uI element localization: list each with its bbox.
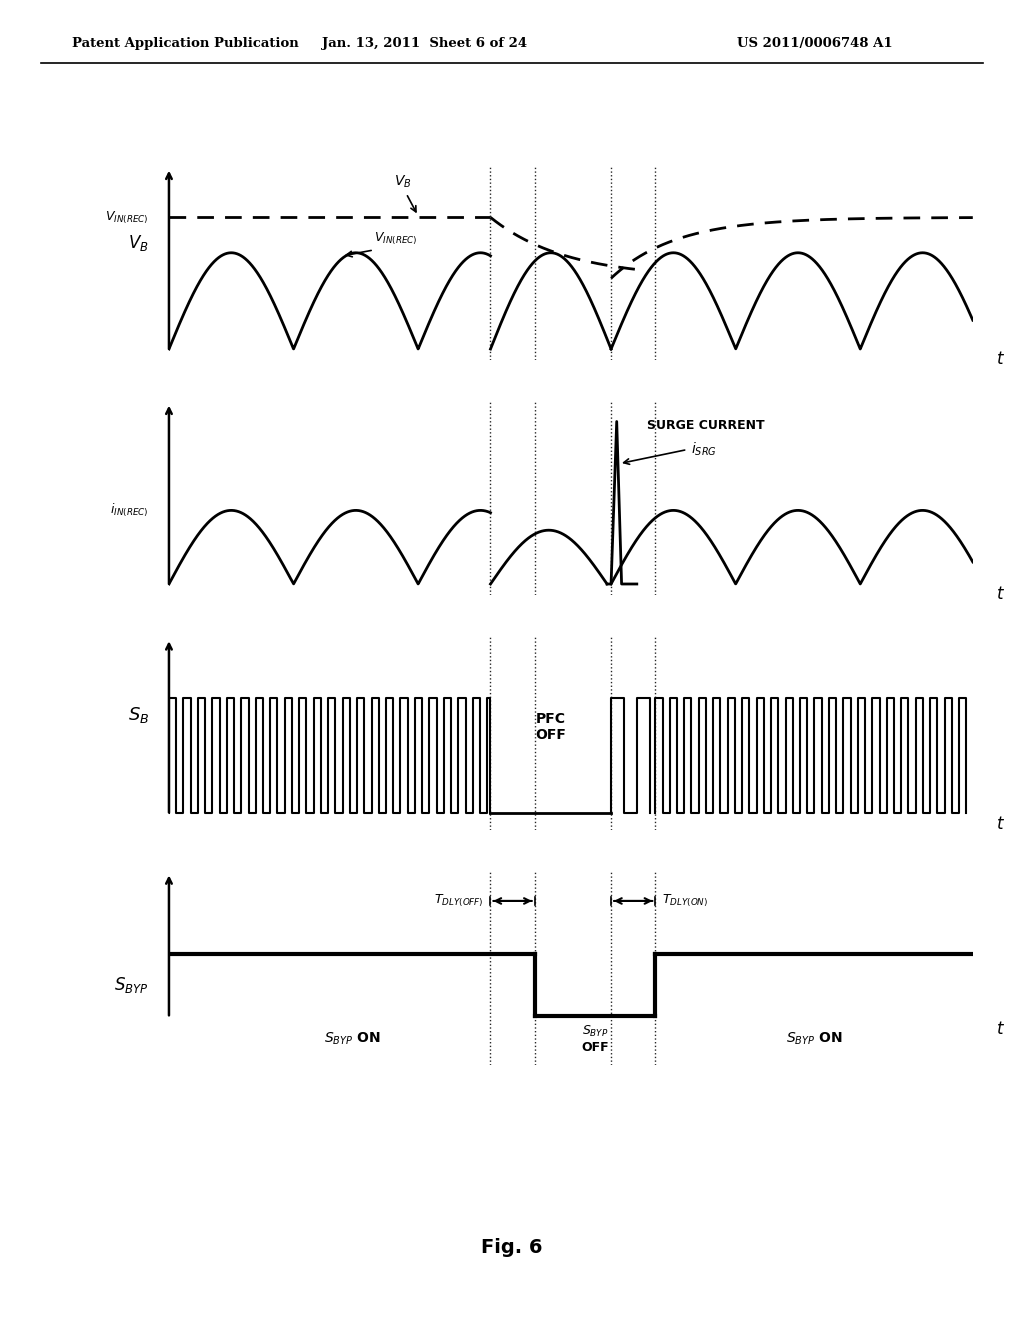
Text: t: t [997, 1020, 1004, 1038]
Text: US 2011/0006748 A1: US 2011/0006748 A1 [737, 37, 893, 50]
Text: PFC
OFF: PFC OFF [536, 711, 566, 742]
Text: $T_{DLY(OFF)}$: $T_{DLY(OFF)}$ [434, 892, 484, 909]
Text: $S_{BYP}$: $S_{BYP}$ [115, 975, 148, 995]
Text: $V_{IN(REC)}$: $V_{IN(REC)}$ [105, 209, 148, 226]
Text: SURGE CURRENT: SURGE CURRENT [647, 418, 765, 432]
Text: t: t [997, 816, 1004, 833]
Text: $V_B$: $V_B$ [128, 232, 148, 253]
Text: $S_{BYP}$ ON: $S_{BYP}$ ON [324, 1031, 380, 1047]
Text: $T_{DLY(ON)}$: $T_{DLY(ON)}$ [662, 892, 708, 909]
Text: t: t [997, 350, 1004, 368]
Text: $S_B$: $S_B$ [128, 705, 148, 726]
Text: $i_{IN(REC)}$: $i_{IN(REC)}$ [111, 502, 148, 519]
Text: t: t [997, 585, 1004, 603]
Text: Patent Application Publication: Patent Application Publication [72, 37, 298, 50]
Text: $S_{BYP}$
OFF: $S_{BYP}$ OFF [582, 1023, 609, 1053]
Text: Jan. 13, 2011  Sheet 6 of 24: Jan. 13, 2011 Sheet 6 of 24 [323, 37, 527, 50]
Text: $i_{SRG}$: $i_{SRG}$ [691, 441, 717, 458]
Text: Fig. 6: Fig. 6 [481, 1238, 543, 1257]
Text: $S_{BYP}$ ON: $S_{BYP}$ ON [785, 1031, 843, 1047]
Text: $V_{IN(REC)}$: $V_{IN(REC)}$ [374, 231, 418, 247]
Text: $V_B$: $V_B$ [394, 174, 412, 190]
